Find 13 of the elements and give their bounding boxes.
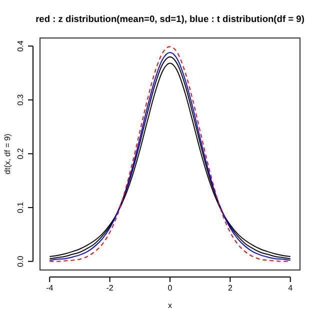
y-tick-label: 0.2 xyxy=(16,148,25,160)
chart-title: red : z distribution(mean=0, sd=1), blue : t distribution(df = 9) xyxy=(36,14,304,24)
y-tick-label: 0.1 xyxy=(16,201,25,214)
y-tick-label: 0.4 xyxy=(16,40,25,52)
x-tick-label: 2 xyxy=(228,284,233,293)
y-axis-title: dt(x, df = 9) xyxy=(3,133,12,174)
y-tick-label: 0.0 xyxy=(16,255,25,267)
x-tick-label: 4 xyxy=(288,284,294,293)
x-axis-title: x xyxy=(168,301,172,310)
x-tick-label: -4 xyxy=(46,284,54,293)
x-tick-label: 0 xyxy=(168,284,173,293)
x-tick-label: -2 xyxy=(106,284,114,293)
y-tick-label: 0.3 xyxy=(16,94,25,106)
